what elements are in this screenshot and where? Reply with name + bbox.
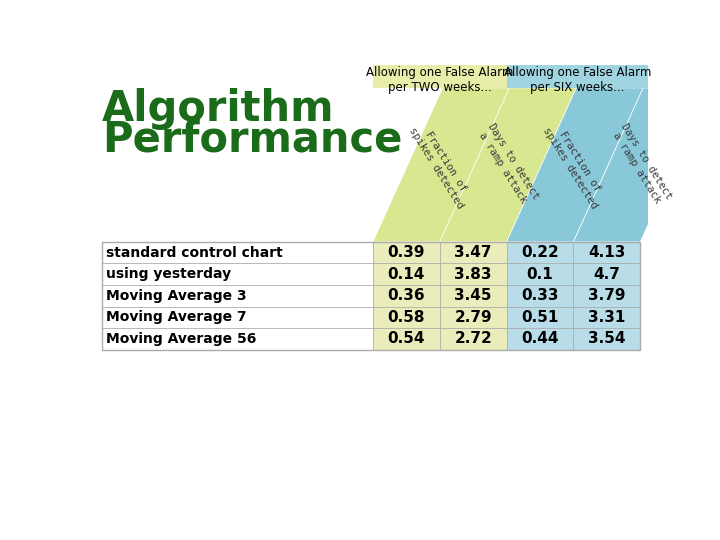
Text: 0.44: 0.44 [521,332,559,347]
Bar [507,264,573,285]
Bar [373,65,507,88]
Text: 0.54: 0.54 [387,332,425,347]
Bar [507,65,648,88]
Text: 2.72: 2.72 [454,332,492,347]
Bar [440,307,507,328]
Text: standard control chart: standard control chart [107,246,283,260]
Text: 4.7: 4.7 [593,267,620,282]
Polygon shape [573,88,710,242]
Bar [373,264,440,285]
Bar [573,264,640,285]
Bar [102,285,373,307]
Text: 3.31: 3.31 [588,310,626,325]
Bar [507,328,573,350]
Text: Moving Average 3: Moving Average 3 [107,289,247,303]
Bar [573,242,640,264]
Text: Fraction of
spikes detected: Fraction of spikes detected [408,119,475,211]
Bar [440,242,507,264]
Text: 3.79: 3.79 [588,288,626,303]
Bar [373,285,440,307]
Bar [507,285,573,307]
Bar [573,328,640,350]
Text: Performance: Performance [102,119,402,161]
Bar [102,307,373,328]
Bar [573,307,640,328]
Bar [440,328,507,350]
Bar [373,328,440,350]
Text: Allowing one False Alarm
per SIX weeks...: Allowing one False Alarm per SIX weeks..… [503,65,651,93]
Text: Days to detect
a ramp attack: Days to detect a ramp attack [609,122,674,208]
Bar [102,264,373,285]
Bar [102,242,373,264]
Bar [573,285,640,307]
Text: Moving Average 7: Moving Average 7 [107,310,247,325]
Text: 4.13: 4.13 [588,245,626,260]
Bar [102,328,373,350]
Text: Days to detect
a ramp attack: Days to detect a ramp attack [476,122,540,208]
Text: 0.51: 0.51 [521,310,559,325]
Text: 0.14: 0.14 [387,267,425,282]
Text: 3.83: 3.83 [454,267,492,282]
Bar [373,242,440,264]
Bar [507,242,573,264]
Text: 0.39: 0.39 [387,245,425,260]
Text: Algorithm: Algorithm [102,88,334,130]
Text: 3.47: 3.47 [454,245,492,260]
Text: 0.36: 0.36 [387,288,425,303]
Bar [507,307,573,328]
Text: 3.54: 3.54 [588,332,626,347]
Text: 0.1: 0.1 [526,267,554,282]
Text: 0.22: 0.22 [521,245,559,260]
Text: Allowing one False Alarm
per TWO weeks...: Allowing one False Alarm per TWO weeks..… [366,65,513,93]
Bar [440,264,507,285]
Text: Moving Average 56: Moving Average 56 [107,332,256,346]
Bar [102,242,640,350]
Text: 0.33: 0.33 [521,288,559,303]
Text: using yesterday: using yesterday [107,267,231,281]
Text: 2.79: 2.79 [454,310,492,325]
Polygon shape [373,88,510,242]
Text: 0.58: 0.58 [387,310,425,325]
Text: Fraction of
spikes detected: Fraction of spikes detected [541,119,609,211]
Bar [373,307,440,328]
Text: 3.45: 3.45 [454,288,492,303]
Bar [440,285,507,307]
Polygon shape [507,88,643,242]
Polygon shape [440,88,576,242]
